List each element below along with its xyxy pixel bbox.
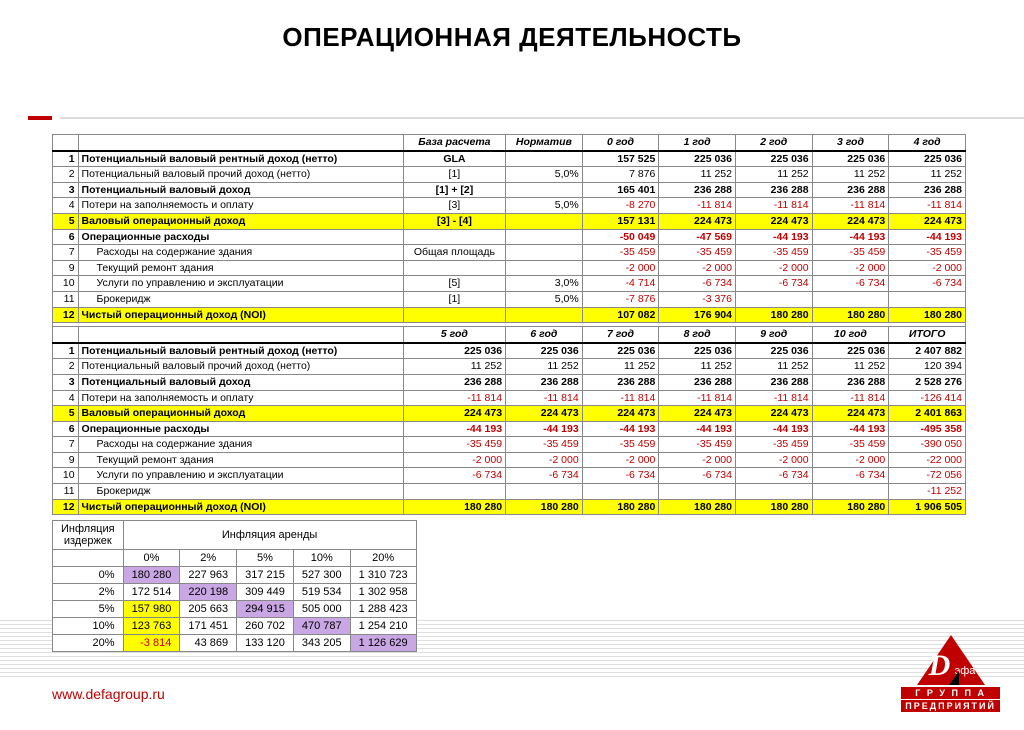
operations-table: База расчетаНорматив0 год1 год2 год3 год… (52, 134, 966, 515)
sensitivity-table: ИнфляцияиздержекИнфляция аренды0%2%5%10%… (52, 520, 417, 652)
footer-url: www.defagroup.ru (52, 686, 165, 702)
page-title: ОПЕРАЦИОННАЯ ДЕЯТЕЛЬНОСТЬ (0, 22, 1024, 53)
logo-triangle-icon: Dэфа (917, 635, 985, 685)
sensitivity-table-container: ИнфляцияиздержекИнфляция аренды0%2%5%10%… (52, 520, 417, 652)
logo-band-1: Г Р У П П А (901, 687, 1000, 699)
logo: Dэфа Г Р У П П А ПРЕДПРИЯТИЙ (901, 635, 1000, 712)
divider-line (60, 117, 1024, 119)
logo-band-2: ПРЕДПРИЯТИЙ (901, 700, 1000, 712)
accent-bar (28, 116, 52, 120)
main-table-container: База расчетаНорматив0 год1 год2 год3 год… (52, 134, 966, 515)
